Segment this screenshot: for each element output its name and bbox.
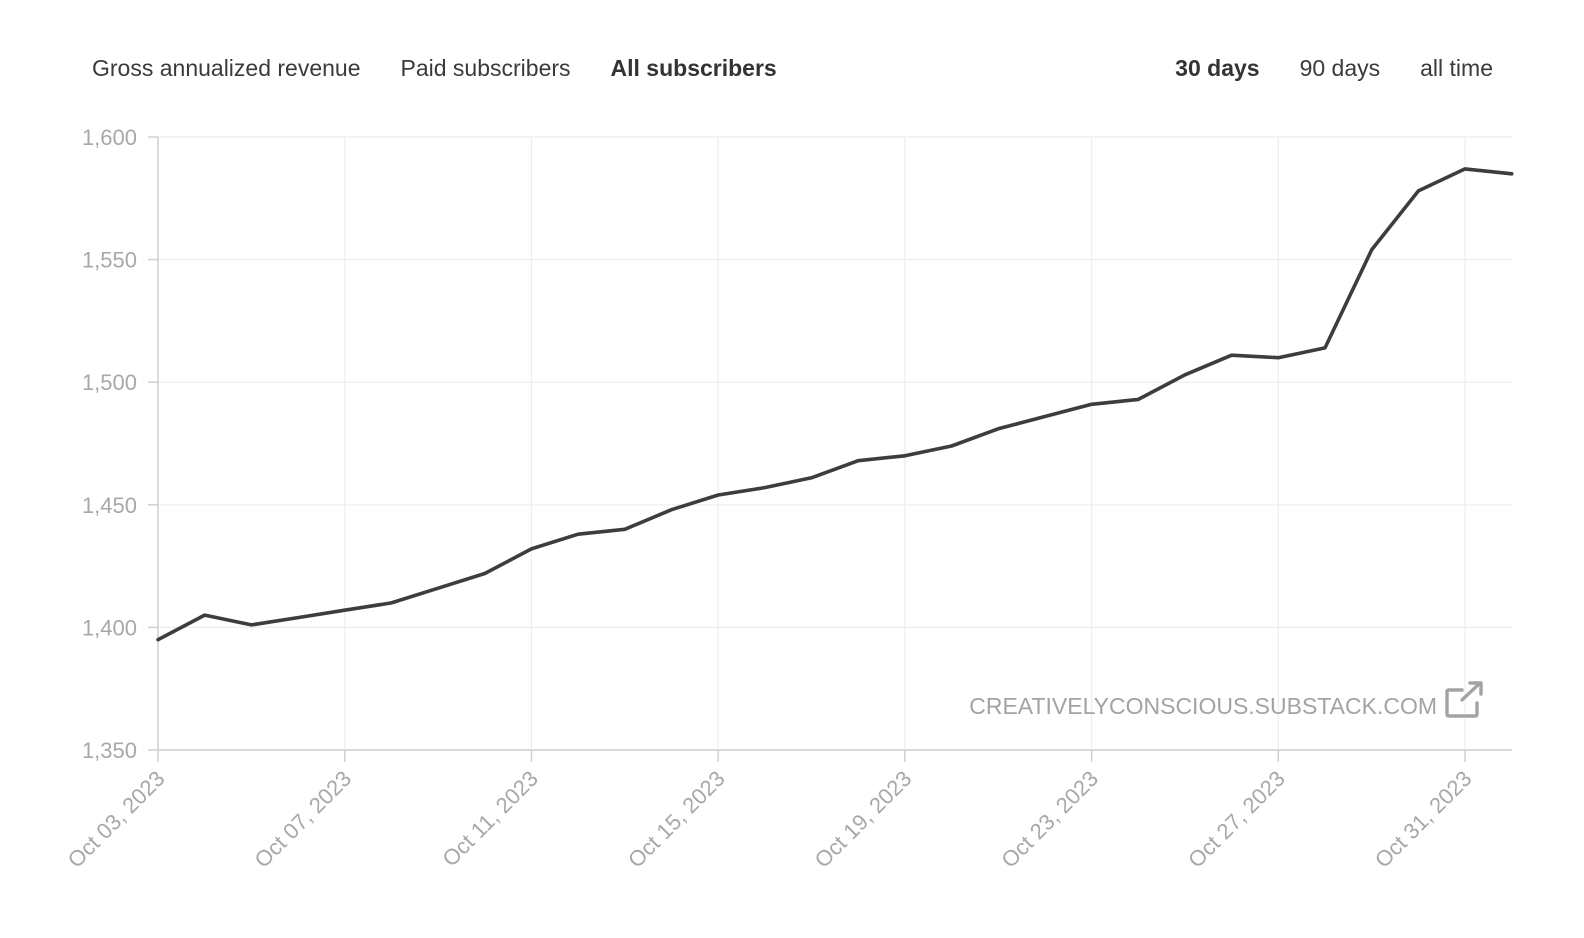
y-tick-label: 1,600 bbox=[82, 125, 137, 150]
x-tick-label: Oct 27, 2023 bbox=[1183, 766, 1290, 873]
gridlines bbox=[157, 136, 1512, 751]
tick-labels: 1,350 1,400 1,450 1,500 1,550 1,600 Oct 03, 20… bbox=[63, 125, 1477, 873]
tab-paid-subscribers[interactable]: Paid subscribers bbox=[400, 55, 571, 81]
range-tabs: 30 days 90 days all time bbox=[1175, 52, 1493, 84]
series-line bbox=[156, 167, 1514, 642]
axes bbox=[148, 136, 1512, 762]
x-tick-label: Oct 19, 2023 bbox=[810, 766, 917, 873]
x-tick-label: Oct 23, 2023 bbox=[996, 766, 1103, 873]
y-tick-label: 1,350 bbox=[82, 738, 137, 763]
tab-all-subscribers[interactable]: All subscribers bbox=[610, 55, 777, 81]
x-tick-label: Oct 07, 2023 bbox=[249, 766, 356, 873]
y-tick-label: 1,500 bbox=[82, 370, 137, 395]
metric-tabs: Gross annualized revenue Paid subscriber… bbox=[92, 52, 777, 84]
x-tick-label: Oct 15, 2023 bbox=[623, 766, 730, 873]
series bbox=[156, 167, 1514, 642]
watermark[interactable]: CREATIVELYCONSCIOUS.SUBSTACK.COM bbox=[969, 681, 1483, 719]
external-link-icon[interactable] bbox=[1445, 681, 1483, 718]
tab-gross-annualized-revenue[interactable]: Gross annualized revenue bbox=[92, 55, 361, 81]
x-tick-label: Oct 11, 2023 bbox=[437, 766, 543, 872]
tab-all-time[interactable]: all time bbox=[1420, 55, 1493, 81]
y-tick-label: 1,400 bbox=[82, 615, 137, 640]
y-tick-label: 1,550 bbox=[82, 248, 137, 273]
y-tick-label: 1,450 bbox=[82, 493, 137, 518]
tab-90-days[interactable]: 90 days bbox=[1299, 55, 1381, 81]
watermark-text: CREATIVELYCONSCIOUS.SUBSTACK.COM bbox=[969, 693, 1437, 719]
tab-30-days[interactable]: 30 days bbox=[1175, 55, 1260, 81]
x-tick-label: Oct 31, 2023 bbox=[1370, 766, 1477, 873]
x-tick-label: Oct 03, 2023 bbox=[63, 766, 170, 873]
